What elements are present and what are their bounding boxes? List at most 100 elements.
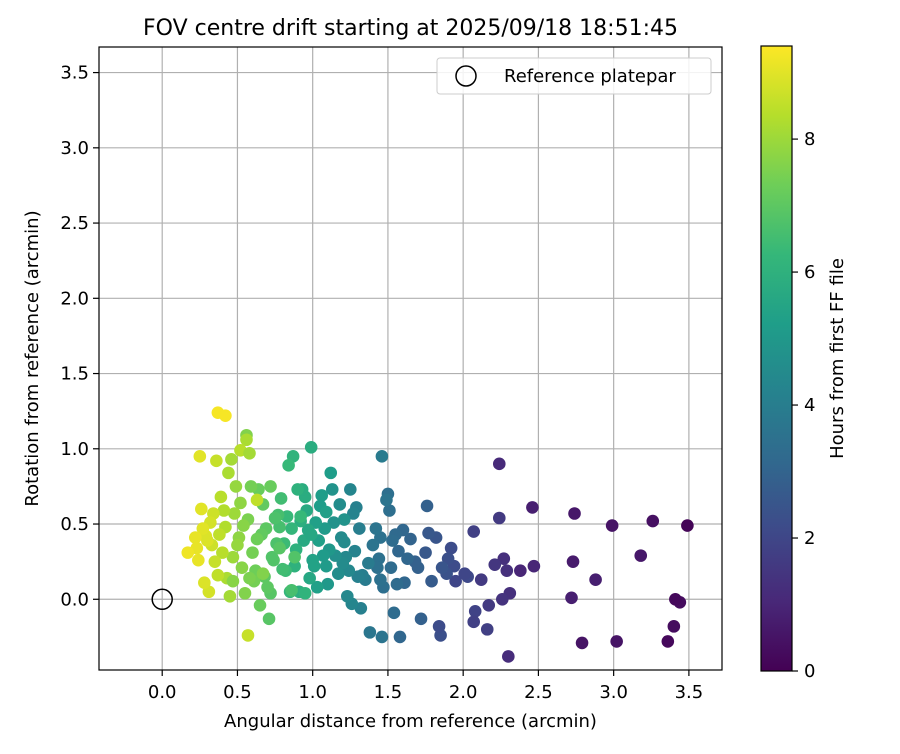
x-axis-label: Angular distance from reference (arcmin) (224, 711, 597, 732)
data-point (268, 511, 282, 525)
data-point (527, 559, 541, 573)
data-point (681, 519, 694, 532)
data-point (366, 538, 380, 552)
data-point (386, 534, 399, 547)
data-point (181, 546, 195, 559)
data-point (243, 447, 256, 460)
y-tick-label: 1.0 (60, 439, 89, 460)
data-point (261, 580, 274, 594)
data-point (514, 564, 527, 577)
y-axis-label: Rotation from reference (arcmin) (22, 210, 43, 506)
colorbar-bar (760, 45, 793, 672)
colorbar: 0 2 4 6 8 Hours from first FF file (760, 45, 848, 682)
data-point (246, 546, 259, 559)
data-point (347, 507, 360, 520)
x-tick-label: 0.5 (223, 682, 252, 703)
data-point (256, 567, 270, 580)
data-point (502, 650, 515, 663)
data-point (375, 450, 389, 463)
data-point (646, 514, 660, 528)
x-tick-label: 2.0 (449, 682, 478, 703)
data-point (384, 561, 398, 574)
data-point (575, 636, 589, 650)
data-point (244, 480, 258, 493)
legend-marker (455, 65, 477, 87)
data-point (208, 555, 222, 568)
data-point (282, 459, 295, 472)
data-point (348, 544, 362, 558)
data-point (231, 538, 244, 552)
data-point (214, 490, 228, 504)
legend: Reference platepar (436, 57, 712, 95)
data-point (420, 499, 434, 513)
data-point (211, 568, 225, 582)
data-point (235, 561, 249, 574)
data-point (265, 550, 279, 564)
data-point (216, 546, 229, 559)
y-tick-label: 3.0 (60, 138, 89, 159)
data-point (304, 528, 318, 541)
x-tick-label: 0.0 (148, 682, 177, 703)
data-point (327, 516, 341, 529)
data-point (393, 630, 407, 644)
data-point (217, 504, 231, 517)
data-point (401, 552, 414, 565)
data-point (441, 552, 455, 565)
data-point (375, 630, 389, 644)
data-point (315, 489, 329, 502)
data-point (497, 552, 511, 565)
data-point (369, 522, 383, 535)
data-point (285, 583, 298, 597)
data-point (192, 553, 205, 567)
data-point (458, 567, 471, 580)
legend-label: Reference platepar (504, 66, 676, 87)
data-point (298, 586, 312, 600)
data-point (404, 532, 417, 546)
data-point (310, 580, 324, 594)
x-tick-label: 3.5 (675, 682, 704, 703)
data-point (634, 549, 648, 562)
data-point (294, 510, 307, 523)
colorbar-label: Hours from first FF file (827, 258, 848, 459)
y-tick-label: 2.5 (60, 213, 89, 234)
data-point (240, 433, 253, 447)
data-point (234, 496, 247, 510)
data-point (380, 493, 393, 507)
data-point (565, 591, 578, 605)
y-tick-label: 0.5 (60, 514, 89, 535)
data-point (331, 567, 345, 580)
data-point (243, 571, 256, 585)
data-point (414, 612, 428, 626)
data-point (363, 626, 377, 639)
data-point (319, 559, 333, 573)
data-point (444, 541, 458, 555)
data-point (321, 577, 335, 591)
data-point (495, 592, 509, 606)
data-point (226, 550, 240, 564)
data-point (500, 564, 514, 577)
data-point (250, 532, 264, 546)
data-point (288, 550, 301, 564)
data-point (319, 505, 333, 519)
data-point (262, 612, 276, 626)
data-point (337, 513, 351, 526)
data-point (264, 480, 277, 493)
data-point (291, 483, 304, 496)
data-point (229, 480, 243, 493)
y-tick-label: 0.0 (60, 589, 89, 610)
data-point (610, 635, 623, 648)
data-point (334, 531, 348, 544)
data-point (304, 440, 318, 454)
data-point (193, 450, 207, 463)
data-point (492, 511, 506, 525)
data-point (222, 466, 235, 480)
data-point (351, 570, 365, 584)
y-tick-label: 3.5 (60, 63, 89, 84)
data-point (196, 522, 210, 535)
data-point (589, 573, 602, 587)
data-point (669, 592, 682, 606)
colorbar-tick-label: 6 (804, 262, 815, 283)
data-point (253, 598, 267, 612)
y-tick-label: 1.5 (60, 364, 89, 385)
